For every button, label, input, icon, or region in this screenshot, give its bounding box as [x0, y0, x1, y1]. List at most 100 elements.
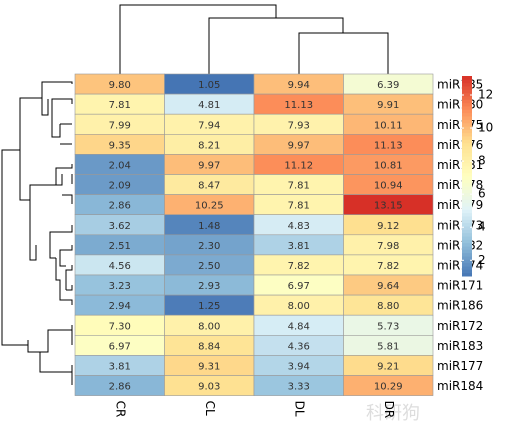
colorbar-segment — [462, 189, 472, 194]
cell-label: 4.83 — [288, 221, 310, 232]
row-label: miR174 — [437, 258, 483, 272]
cell-label: 9.94 — [288, 80, 310, 91]
colorbar-segment — [462, 99, 472, 104]
cell-label: 3.81 — [288, 241, 310, 252]
colorbar-segment — [462, 232, 472, 237]
colorbar-segment — [462, 212, 472, 217]
cell-label: 4.56 — [109, 261, 131, 272]
colorbar-segment — [462, 156, 472, 160]
colorbar-tick-label: 12 — [478, 88, 493, 102]
cell-label: 10.29 — [374, 382, 403, 393]
cell-label: 2.50 — [198, 261, 220, 272]
colorbar-segment — [462, 222, 472, 227]
cell-label: 9.35 — [109, 140, 131, 151]
cell-label: 4.81 — [198, 100, 220, 111]
column-label: DR — [382, 401, 396, 419]
cell-label: 3.81 — [109, 361, 131, 372]
cell-label: 10.25 — [195, 201, 224, 212]
cell-label: 2.09 — [109, 181, 131, 192]
colorbar-segment — [462, 239, 472, 244]
cell-label: 6.97 — [109, 341, 131, 352]
row-label: miR178 — [437, 178, 483, 192]
colorbar-segment — [462, 256, 472, 260]
cell-label: 13.15 — [374, 201, 403, 212]
colorbar-tick-label: 10 — [478, 121, 493, 135]
cell-label: 9.80 — [109, 80, 131, 91]
cell — [343, 375, 434, 396]
colorbar-segment — [462, 109, 472, 114]
cell-label: 8.00 — [198, 321, 220, 332]
colorbar-segment — [462, 96, 472, 100]
colorbar-segment — [462, 106, 472, 110]
cell-label: 4.36 — [288, 341, 310, 352]
cell-label: 10.81 — [374, 160, 403, 171]
cell-label: 7.93 — [288, 120, 310, 131]
cell-label: 7.81 — [109, 100, 131, 111]
cell-label: 9.91 — [377, 100, 399, 111]
colorbar-tick-label: 4 — [478, 220, 486, 234]
colorbar-segment — [462, 129, 472, 134]
colorbar-segment — [462, 236, 472, 240]
cell-label: 8.21 — [198, 140, 220, 151]
colorbar-segment — [462, 209, 472, 214]
cell-label: 7.98 — [377, 241, 399, 252]
cell-label: 7.30 — [109, 321, 131, 332]
cell-label: 11.13 — [374, 140, 403, 151]
colorbar-segment — [462, 262, 472, 267]
cell-label: 3.62 — [109, 221, 131, 232]
colorbar-segment — [462, 249, 472, 254]
cell-label: 10.94 — [374, 181, 403, 192]
cell-label: 8.00 — [288, 301, 310, 312]
colorbar-segment — [462, 152, 472, 157]
cell-label: 2.94 — [109, 301, 131, 312]
colorbar-segment — [462, 86, 472, 90]
row-label: miR172 — [437, 319, 483, 333]
cell-label: 7.94 — [198, 120, 220, 131]
column-dendrogram — [119, 4, 389, 74]
colorbar-segment — [462, 192, 472, 197]
colorbar-segment — [462, 186, 472, 190]
row-label: miR171 — [437, 279, 483, 293]
colorbar-segment — [462, 162, 472, 167]
cell-label: 5.81 — [377, 341, 399, 352]
row-label: miR183 — [437, 339, 483, 353]
colorbar-segment — [462, 82, 472, 87]
cell-label: 9.31 — [198, 361, 220, 372]
cell-label: 7.82 — [288, 261, 310, 272]
cell-label: 2.04 — [109, 160, 131, 171]
colorbar-segment — [462, 226, 472, 230]
cell-label: 11.13 — [284, 100, 313, 111]
colorbar-segment — [462, 206, 472, 210]
cell-label: 11.12 — [284, 160, 313, 171]
row-label: miR173 — [437, 218, 483, 232]
colorbar-segment — [462, 269, 472, 274]
colorbar-segment — [462, 272, 472, 277]
colorbar-segment — [462, 259, 472, 264]
colorbar-segment — [462, 126, 472, 130]
colorbar-segment — [462, 179, 472, 184]
cell-label: 2.51 — [109, 241, 131, 252]
colorbar-segment — [462, 182, 472, 187]
colorbar-segment — [462, 139, 472, 144]
row-label: miR181 — [437, 158, 483, 172]
cell-label: 9.64 — [377, 281, 399, 292]
colorbar-segment — [462, 252, 472, 257]
colorbar-segment — [462, 266, 472, 270]
cell-label: 10.11 — [374, 120, 403, 131]
cell-label: 9.12 — [377, 221, 399, 232]
colorbar-segment — [462, 122, 472, 127]
colorbar-segment — [462, 216, 472, 220]
cell-label: 1.25 — [198, 301, 220, 312]
cell-label: 7.99 — [109, 120, 131, 131]
row-label: miR176 — [437, 138, 483, 152]
row-label: miR179 — [437, 198, 483, 212]
row-label: miR184 — [437, 379, 483, 393]
column-label: CR — [113, 401, 127, 418]
colorbar-segment — [462, 136, 472, 140]
cell-label: 8.47 — [198, 181, 220, 192]
cell-label: 7.81 — [288, 201, 310, 212]
cell-label: 6.39 — [377, 80, 399, 91]
colorbar-segment — [462, 166, 472, 170]
colorbar-tick-label: 2 — [478, 253, 486, 267]
cell-label: 1.48 — [198, 221, 220, 232]
